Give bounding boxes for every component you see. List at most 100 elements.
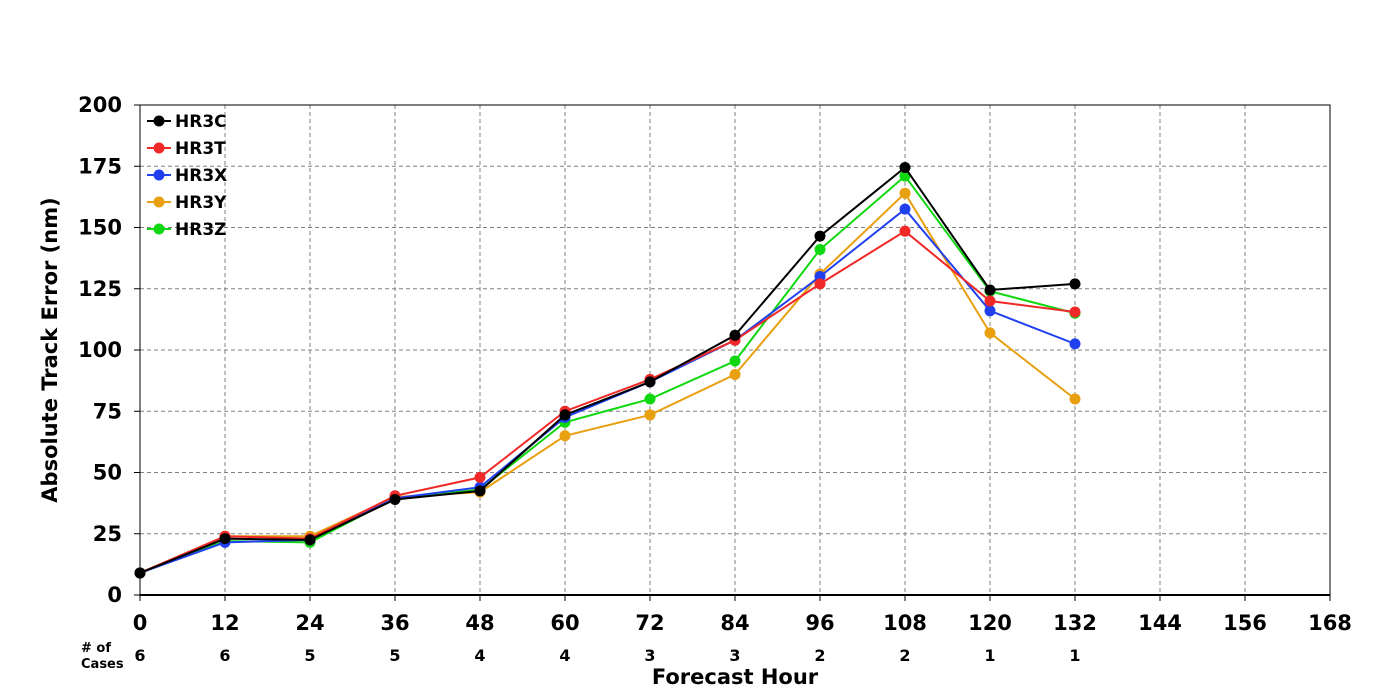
data-point xyxy=(1069,393,1081,405)
series-line xyxy=(139,174,1076,574)
legend-item-hr3z: HR3Z xyxy=(147,220,226,240)
legend-item-hr3c: HR3C xyxy=(147,112,227,132)
legend-marker xyxy=(153,196,165,208)
case-count: 4 xyxy=(474,646,485,665)
y-tick-label: 125 xyxy=(78,277,122,301)
x-axis-ticks: 0 12 24 36 48 60 72 84 96 108 120 132 144 156 168 xyxy=(133,595,1352,635)
data-point xyxy=(559,409,571,421)
cases-label-line1: # of xyxy=(81,641,111,656)
data-point xyxy=(814,244,826,256)
legend-marker xyxy=(153,223,165,235)
data-point xyxy=(644,409,656,421)
legend-item-hr3x: HR3X xyxy=(147,166,227,186)
data-point xyxy=(219,533,231,545)
series-line xyxy=(139,191,1076,574)
legend-marker xyxy=(153,115,165,127)
x-tick-label: 60 xyxy=(550,611,579,635)
data-point xyxy=(644,376,656,388)
y-tick-label: 50 xyxy=(93,461,122,485)
data-point xyxy=(1069,338,1081,350)
data-point xyxy=(729,355,741,367)
case-count: 5 xyxy=(304,646,315,665)
case-count: 1 xyxy=(984,646,995,665)
data-point xyxy=(984,327,996,339)
legend-label: HR3T xyxy=(175,139,226,159)
legend-marker xyxy=(153,142,165,154)
legend-label: HR3Y xyxy=(175,193,227,213)
case-count: 5 xyxy=(389,646,400,665)
x-tick-label: 108 xyxy=(883,611,927,635)
case-count: 2 xyxy=(899,646,910,665)
legend-marker xyxy=(153,169,165,181)
x-axis-title: Forecast Hour xyxy=(652,665,819,689)
data-point xyxy=(729,329,741,341)
data-point xyxy=(559,430,571,442)
gridlines xyxy=(140,105,1330,595)
x-tick-label: 120 xyxy=(968,611,1012,635)
y-tick-label: 100 xyxy=(78,338,122,362)
case-count: 1 xyxy=(1069,646,1080,665)
y-tick-label: 150 xyxy=(78,216,122,240)
data-point xyxy=(1069,306,1081,318)
x-tick-label: 132 xyxy=(1053,611,1097,635)
legend-item-hr3y: HR3Y xyxy=(147,193,227,213)
series-hr3c xyxy=(134,161,1081,579)
legend: HR3C HR3T HR3X HR3Y HR3Z xyxy=(147,112,227,240)
y-tick-label: 25 xyxy=(93,522,122,546)
x-tick-label: 0 xyxy=(133,611,148,635)
x-tick-label: 72 xyxy=(635,611,664,635)
case-count: 2 xyxy=(814,646,825,665)
legend-label: HR3X xyxy=(175,166,227,186)
x-tick-label: 84 xyxy=(720,611,749,635)
y-tick-label: 0 xyxy=(107,583,122,607)
x-tick-label: 144 xyxy=(1138,611,1182,635)
series-hr3z xyxy=(134,170,1081,579)
case-count: 3 xyxy=(644,646,655,665)
data-point xyxy=(729,369,741,380)
data-point xyxy=(304,534,316,546)
data-point xyxy=(899,203,911,215)
case-count: 6 xyxy=(134,646,145,665)
case-count: 6 xyxy=(219,646,230,665)
legend-label: HR3C xyxy=(175,112,227,132)
data-point xyxy=(644,393,656,405)
x-tick-label: 12 xyxy=(210,611,239,635)
data-point xyxy=(1069,278,1081,290)
series-line xyxy=(139,166,1076,574)
data-point xyxy=(899,225,911,237)
x-tick-label: 48 xyxy=(465,611,494,635)
data-point xyxy=(899,161,911,173)
data-point xyxy=(984,284,996,296)
y-tick-label: 75 xyxy=(93,399,122,423)
data-point xyxy=(984,295,996,307)
x-tick-label: 96 xyxy=(805,611,834,635)
series-line xyxy=(139,207,1076,574)
data-point xyxy=(814,230,826,242)
series-line xyxy=(139,229,1076,574)
y-tick-label: 175 xyxy=(78,154,122,178)
data-point xyxy=(134,567,146,579)
legend-item-hr3t: HR3T xyxy=(147,139,226,159)
y-axis-ticks: 0 25 50 75 100 125 150 175 200 xyxy=(78,93,140,607)
legend-label: HR3Z xyxy=(175,220,226,240)
data-point xyxy=(899,170,911,182)
series-group xyxy=(134,161,1081,579)
x-tick-label: 156 xyxy=(1223,611,1267,635)
cases-label-line2: Cases xyxy=(81,657,124,672)
x-tick-label: 36 xyxy=(380,611,409,635)
x-tick-label: 24 xyxy=(295,611,324,635)
x-tick-label: 168 xyxy=(1308,611,1352,635)
y-tick-label: 200 xyxy=(78,93,122,117)
data-point xyxy=(474,471,486,483)
data-point xyxy=(474,485,486,497)
case-count: 4 xyxy=(559,646,570,665)
series-hr3t xyxy=(134,225,1081,579)
cases-row: # of Cases 6 6 5 5 4 4 3 3 2 2 1 1 xyxy=(81,641,1081,672)
data-point xyxy=(899,187,911,199)
data-point xyxy=(389,493,401,505)
data-point xyxy=(984,305,996,317)
case-count: 3 xyxy=(729,646,740,665)
data-point xyxy=(814,278,826,290)
series-hr3y xyxy=(134,187,1081,579)
